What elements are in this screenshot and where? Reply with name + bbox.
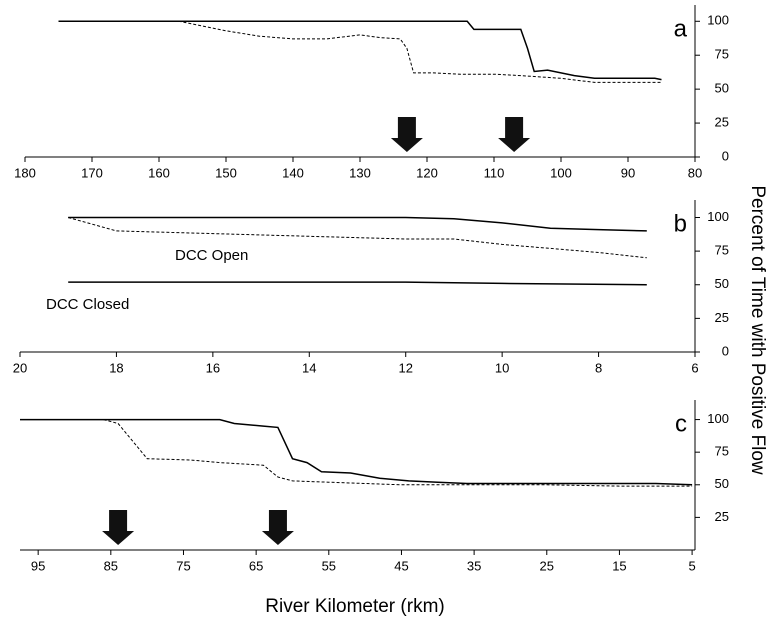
x-tick-label: 85 xyxy=(104,558,118,573)
panel-label: b xyxy=(674,210,687,237)
y-tick-label: 50 xyxy=(715,276,729,291)
x-tick-label: 170 xyxy=(81,165,103,180)
x-tick-label: 16 xyxy=(206,360,220,375)
x-tick-label: 35 xyxy=(467,558,481,573)
y-tick-label: 0 xyxy=(722,148,729,163)
y-tick-label: 100 xyxy=(707,209,729,224)
y-tick-label: 100 xyxy=(707,411,729,426)
x-tick-label: 15 xyxy=(612,558,626,573)
data-line xyxy=(68,217,647,259)
panel-label: a xyxy=(674,15,688,42)
x-tick-label: 130 xyxy=(349,165,371,180)
y-tick-label: 75 xyxy=(715,47,729,62)
arrow xyxy=(261,510,294,545)
x-tick-label: 95 xyxy=(31,558,45,573)
x-tick-label: 55 xyxy=(322,558,336,573)
x-tick-label: 10 xyxy=(495,360,509,375)
x-tick-label: 140 xyxy=(282,165,304,180)
y-tick-label: 100 xyxy=(707,13,729,28)
y-tick-label: 50 xyxy=(715,81,729,96)
x-axis-label: River Kilometer (rkm) xyxy=(265,596,444,617)
panel-label: c xyxy=(675,410,687,437)
x-tick-label: 20 xyxy=(13,360,27,375)
data-line xyxy=(58,20,662,83)
y-tick-label: 50 xyxy=(715,476,729,491)
x-tick-label: 14 xyxy=(302,360,316,375)
annotation: DCC Closed xyxy=(46,296,129,313)
x-tick-label: 6 xyxy=(691,360,698,375)
x-tick-label: 80 xyxy=(688,165,702,180)
y-tick-label: 25 xyxy=(715,509,729,524)
arrow xyxy=(498,117,531,152)
y-tick-label: 75 xyxy=(715,243,729,258)
x-tick-label: 75 xyxy=(176,558,190,573)
y-tick-label: 25 xyxy=(715,310,729,325)
x-tick-label: 100 xyxy=(550,165,572,180)
x-tick-label: 65 xyxy=(249,558,263,573)
data-line xyxy=(103,419,693,487)
data-line xyxy=(58,20,662,81)
x-tick-label: 25 xyxy=(540,558,554,573)
arrow xyxy=(102,510,135,545)
data-line xyxy=(20,418,693,486)
data-line xyxy=(68,216,647,232)
x-tick-label: 180 xyxy=(14,165,36,180)
y-axis-label: Percent of Time with Positive Flow xyxy=(747,185,768,475)
y-tick-label: 0 xyxy=(722,343,729,358)
x-tick-label: 160 xyxy=(148,165,170,180)
y-tick-label: 25 xyxy=(715,115,729,130)
x-tick-label: 120 xyxy=(416,165,438,180)
x-tick-label: 12 xyxy=(398,360,412,375)
x-tick-label: 110 xyxy=(484,165,505,180)
annotation: DCC Open xyxy=(175,247,248,264)
x-tick-label: 150 xyxy=(215,165,237,180)
x-tick-label: 90 xyxy=(621,165,635,180)
x-tick-label: 18 xyxy=(109,360,123,375)
x-tick-label: 8 xyxy=(595,360,602,375)
arrow xyxy=(390,117,423,152)
x-tick-label: 5 xyxy=(688,558,695,573)
data-line xyxy=(68,281,647,286)
y-tick-label: 75 xyxy=(715,444,729,459)
x-tick-label: 45 xyxy=(394,558,408,573)
